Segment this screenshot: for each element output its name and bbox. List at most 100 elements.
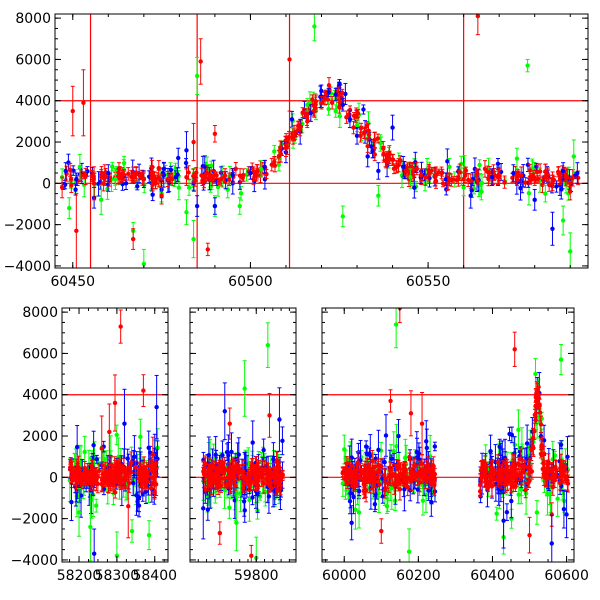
bottom-xtick-label: 58400 xyxy=(132,568,177,584)
bottom-point xyxy=(146,520,152,551)
bottom-point xyxy=(124,468,129,483)
top-point xyxy=(165,170,171,188)
top-point xyxy=(135,182,140,191)
bottom-point xyxy=(560,464,565,482)
bottom-point xyxy=(242,360,247,417)
bottom-point xyxy=(428,469,434,481)
bottom-point xyxy=(253,469,259,491)
bottom-point xyxy=(526,457,532,476)
bottom-point xyxy=(555,480,560,517)
bottom-point xyxy=(147,459,153,473)
bottom-point xyxy=(501,492,506,549)
top-point xyxy=(511,164,516,182)
bottom-point xyxy=(118,309,123,344)
bottom-point xyxy=(522,459,527,473)
top-point xyxy=(329,96,335,110)
bottom-ytick-label: −4000 xyxy=(11,553,58,569)
top-point xyxy=(364,121,369,132)
bottom-frame xyxy=(61,307,169,563)
top-point xyxy=(272,156,277,168)
top-point xyxy=(149,165,155,182)
bottom-point xyxy=(407,452,412,462)
top-point xyxy=(283,139,289,157)
top-point xyxy=(525,58,530,73)
top-point xyxy=(340,98,346,112)
top-point xyxy=(526,180,532,206)
bottom-point xyxy=(93,471,98,482)
top-point xyxy=(212,125,218,143)
top-point xyxy=(496,170,502,184)
top-point xyxy=(312,14,317,42)
bottom-point xyxy=(126,474,131,539)
top-point xyxy=(383,153,388,168)
top-point xyxy=(113,168,118,191)
bottom-point xyxy=(424,420,429,463)
top-point xyxy=(447,172,452,186)
bottom-point xyxy=(226,471,231,485)
bottom-frame xyxy=(321,307,575,563)
top-point xyxy=(276,149,282,164)
top-point xyxy=(550,174,555,188)
top-point xyxy=(351,120,356,135)
bottom-point xyxy=(89,460,94,482)
bottom-xtick-label: 60000 xyxy=(322,568,367,584)
bottom-ytick-label: −2000 xyxy=(11,512,58,528)
top-point xyxy=(347,110,353,129)
top-point xyxy=(191,220,196,259)
bottom-point xyxy=(537,398,542,413)
bottom-point xyxy=(265,322,271,369)
top-point xyxy=(68,171,74,188)
top-point xyxy=(222,171,227,182)
bottom-point xyxy=(267,392,272,438)
top-plot-area xyxy=(55,14,588,268)
top-point xyxy=(440,179,446,188)
bottom-point xyxy=(513,481,518,493)
top-point xyxy=(479,182,484,201)
bottom-point xyxy=(527,516,532,554)
bottom-point xyxy=(408,390,414,437)
top-point xyxy=(401,155,406,178)
top-point xyxy=(192,173,198,187)
top-point xyxy=(514,172,520,186)
top-point xyxy=(141,172,147,186)
top-point xyxy=(322,91,328,106)
bottom-point xyxy=(357,474,363,483)
top-point xyxy=(426,163,432,177)
bottom-point xyxy=(120,463,125,473)
bottom-point xyxy=(558,440,564,450)
bottom-point xyxy=(68,457,73,468)
top-point xyxy=(358,129,363,143)
top-point xyxy=(523,177,528,189)
top-point xyxy=(176,147,181,169)
top-point xyxy=(59,176,65,199)
top-point xyxy=(362,127,367,140)
bottom-point xyxy=(114,531,120,562)
top-point xyxy=(287,14,292,112)
bottom-point xyxy=(534,389,539,398)
top-point xyxy=(255,164,260,178)
bottom-point xyxy=(242,497,247,523)
bottom-point xyxy=(230,457,236,480)
bottom-xtick-label: 59800 xyxy=(234,568,279,584)
top-point xyxy=(106,164,111,182)
bottom-point xyxy=(112,466,117,478)
top-ytick-label: 4000 xyxy=(15,94,51,110)
top-point xyxy=(186,179,192,196)
top-point xyxy=(528,175,533,184)
bottom-point xyxy=(269,484,274,493)
top-point xyxy=(376,162,381,180)
top-point xyxy=(571,139,576,174)
top-point xyxy=(262,160,267,174)
top-point xyxy=(372,131,378,149)
top-point xyxy=(333,87,338,102)
top-point xyxy=(230,168,235,182)
top-point xyxy=(468,182,473,209)
bottom-point xyxy=(565,470,570,491)
top-point xyxy=(67,197,72,219)
bottom-point xyxy=(534,500,540,525)
bottom-xtick-label: 60600 xyxy=(544,568,589,584)
top-point xyxy=(276,158,282,172)
bottom-point xyxy=(525,478,531,489)
top-point xyxy=(121,155,127,171)
